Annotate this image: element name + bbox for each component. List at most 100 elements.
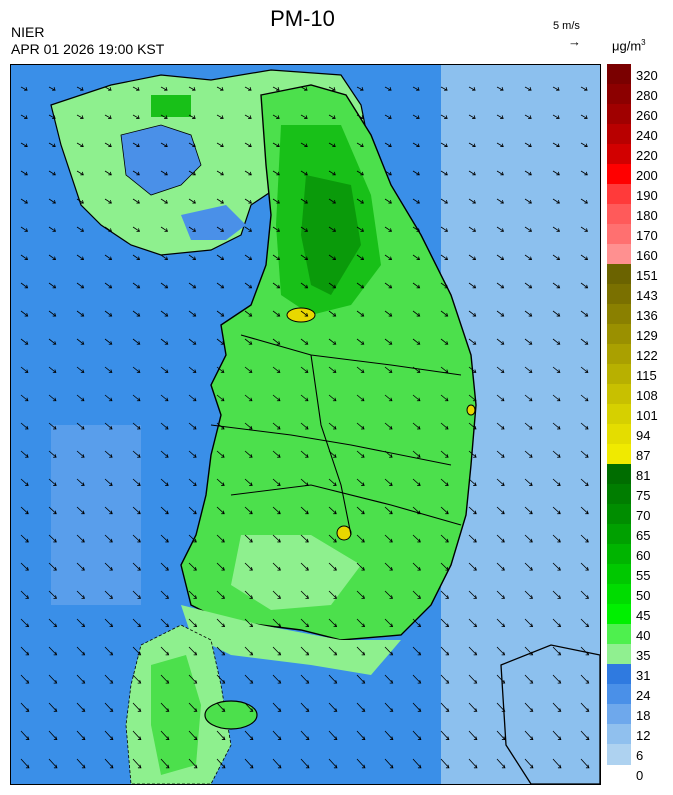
wind-arrow-icon: [272, 758, 282, 769]
wind-arrow-icon: [132, 86, 140, 91]
wind-arrow-icon: [160, 702, 170, 712]
wind-arrow-icon: [20, 254, 29, 260]
wind-arrow-icon: [216, 450, 225, 458]
wind-arrow-icon: [132, 618, 142, 628]
wind-arrow-icon: [300, 506, 309, 515]
legend-tick-label: 115: [636, 368, 657, 383]
wind-arrow-icon: [160, 226, 169, 232]
wind-arrow-icon: [496, 310, 505, 317]
legend-tick-label: 31: [636, 668, 651, 683]
wind-arrow-icon: [300, 198, 308, 204]
wind-arrow-icon: [328, 142, 336, 148]
wind-arrow-icon: [300, 114, 308, 119]
legend-color-cell: [607, 144, 631, 165]
wind-arrow-icon: [440, 702, 450, 712]
wind-arrow-icon: [104, 450, 113, 458]
wind-arrow-icon: [188, 142, 196, 148]
wind-arrow-icon: [132, 170, 140, 176]
wind-arrow-icon: [104, 86, 112, 91]
wind-arrow-icon: [440, 730, 450, 740]
wind-arrow-icon: [468, 86, 476, 91]
wind-arrow-icon: [216, 282, 225, 289]
wind-arrow-icon: [468, 310, 477, 317]
legend-tick-label: 129: [636, 328, 658, 343]
legend-tick-label: 136: [636, 308, 658, 323]
wind-arrow-icon: [244, 142, 252, 148]
legend-tick-label: 65: [636, 528, 651, 543]
wind-arrow-icon: [412, 170, 420, 176]
wind-arrow-icon: [300, 86, 308, 91]
legend-tick-label: 35: [636, 648, 651, 663]
wind-arrow-icon: [440, 646, 450, 656]
wind-arrow-icon: [552, 282, 561, 289]
wind-arrow-icon: [76, 226, 85, 232]
wind-arrow-icon: [48, 618, 58, 628]
wind-arrow-icon: [20, 730, 30, 740]
wind-arrow-icon: [244, 422, 253, 430]
legend-tick-label: 87: [636, 448, 651, 463]
legend-color-cell: [607, 604, 631, 625]
wind-arrow-icon: [440, 86, 448, 91]
wind-arrow-icon: [20, 142, 28, 148]
wind-arrow-icon: [440, 478, 449, 486]
wind-arrow-icon: [272, 702, 282, 712]
wind-arrow-icon: [440, 338, 449, 345]
wind-arrow-icon: [132, 506, 141, 515]
wind-arrow-icon: [244, 254, 253, 260]
wind-arrow-icon: [328, 534, 337, 543]
wind-arrow-icon: [580, 310, 589, 317]
legend-tick-label: 320: [636, 68, 658, 83]
wind-arrow-icon: [216, 422, 225, 430]
legend-tick-label: 260: [636, 108, 658, 123]
wind-arrow-icon: [104, 562, 113, 571]
wind-arrow-icon: [188, 478, 197, 486]
wind-arrow-icon: [580, 450, 589, 458]
wind-arrow-icon: [524, 646, 534, 656]
wind-reference-arrow-icon: →: [568, 34, 581, 49]
wind-arrow-icon: [440, 254, 449, 260]
wind-arrow-icon: [20, 702, 30, 712]
wind-arrow-icon: [188, 226, 197, 232]
wind-arrow-icon: [300, 590, 310, 599]
wind-arrow-icon: [48, 478, 57, 486]
wind-arrow-icon: [412, 282, 421, 289]
wind-arrow-icon: [496, 758, 506, 769]
wind-arrow-icon: [552, 170, 560, 176]
wind-arrow-icon: [496, 478, 505, 486]
south-coast-light-band: [181, 605, 401, 675]
wind-arrow-icon: [20, 562, 29, 571]
wind-arrow-icon: [132, 702, 142, 712]
wind-arrow-icon: [440, 562, 449, 571]
wind-arrow-icon: [48, 646, 58, 656]
wind-arrow-icon: [356, 478, 365, 486]
wind-arrow-icon: [356, 282, 365, 289]
wind-arrow-icon: [48, 562, 57, 571]
wind-arrow-icon: [356, 310, 365, 317]
legend-color-cell: [607, 344, 631, 365]
wind-arrow-icon: [76, 142, 84, 148]
wind-arrow-icon: [524, 310, 533, 317]
wind-arrow-icon: [272, 282, 281, 289]
wind-arrow-icon: [384, 366, 393, 373]
wind-arrow-icon: [552, 198, 560, 204]
wind-arrow-icon: [328, 226, 337, 232]
wind-arrow-icon: [356, 562, 365, 571]
wind-arrow-icon: [272, 618, 282, 628]
wind-arrow-icon: [468, 590, 478, 599]
wind-arrow-icon: [20, 506, 29, 515]
map-title: PM-10: [270, 6, 335, 31]
legend-tick-label: 94: [636, 428, 651, 443]
wind-arrow-icon: [48, 254, 57, 260]
wind-arrow-icon: [356, 758, 366, 769]
wind-arrow-icon: [272, 114, 280, 119]
wind-arrow-icon: [412, 310, 421, 317]
wind-arrow-icon: [188, 702, 198, 712]
wind-arrow-icon: [216, 338, 225, 345]
wind-arrow-icon: [104, 366, 113, 373]
wind-arrow-icon: [580, 198, 588, 204]
wind-arrow-icon: [272, 198, 280, 204]
wind-arrow-icon: [132, 730, 142, 740]
wind-arrow-icon: [244, 366, 253, 373]
wind-arrow-icon: [328, 282, 337, 289]
wind-arrow-icon: [300, 674, 310, 684]
